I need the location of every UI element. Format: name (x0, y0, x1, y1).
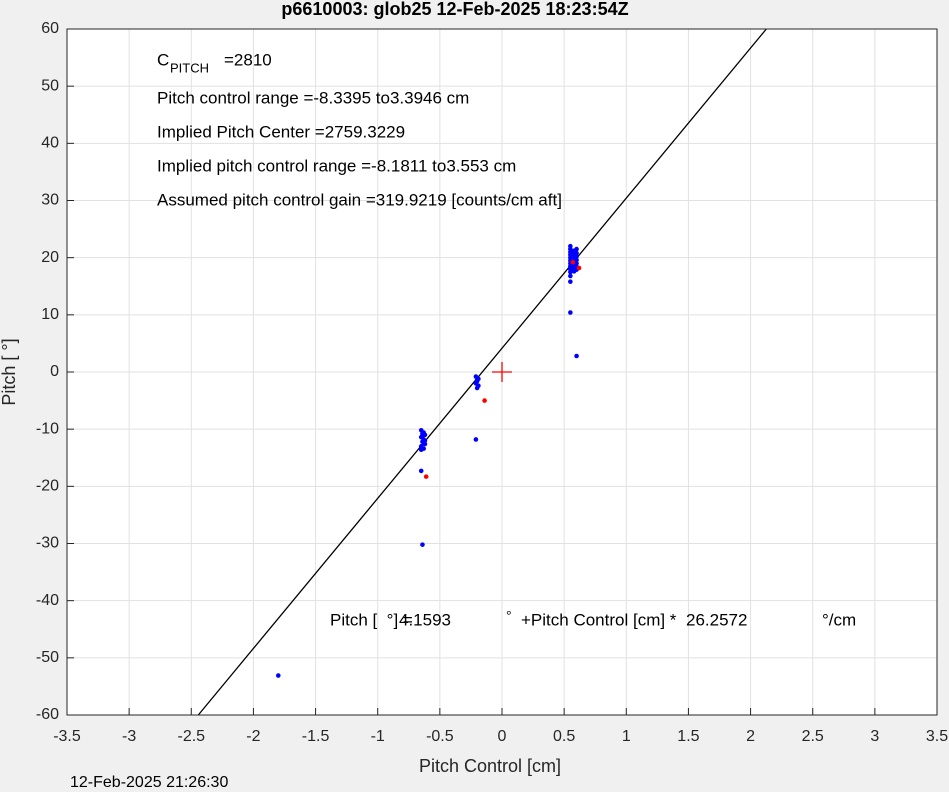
x-tick-label: -1.5 (302, 728, 330, 745)
y-tick-label: 30 (41, 192, 59, 209)
c-value: =2810 (224, 50, 272, 69)
data-point (568, 269, 573, 275)
data-point (474, 385, 480, 391)
x-tick-label: 2.5 (802, 728, 824, 745)
data-point (574, 254, 579, 259)
c-subscript: PITCH (170, 60, 209, 75)
x-tick-label: -0.5 (426, 728, 454, 745)
fit-text: Pitch [ °] = (330, 610, 413, 629)
x-tick-label: 0 (498, 728, 507, 745)
data-point (420, 433, 425, 439)
x-tick-label: 1.5 (677, 728, 699, 745)
data-point (574, 257, 579, 263)
footer-date: 12-Feb-2025 21:26:30 (70, 774, 228, 791)
annotations: C PITCH =2810 Pitch control range =-8.33… (157, 50, 856, 629)
data-point (574, 261, 579, 266)
center-marker (492, 362, 512, 382)
y-tick-label: -40 (36, 592, 59, 609)
data-point (482, 398, 487, 403)
c-symbol: C (157, 50, 169, 69)
annotation-line: Implied pitch control range =-8.1811 to3… (157, 156, 516, 175)
x-tick-label: -1 (371, 728, 385, 745)
y-tick-label: 60 (41, 20, 59, 37)
data-point (576, 265, 582, 271)
x-tick-label: 0.5 (553, 728, 575, 745)
y-tick-label: 50 (41, 77, 59, 94)
y-tick-label: -20 (36, 478, 59, 495)
chart-title: p6610003: glob25 12-Feb-2025 18:23:54Z (281, 0, 628, 19)
data-point (574, 246, 579, 252)
x-axis-label: Pitch Control [cm] (419, 756, 561, 776)
data-point (418, 447, 424, 453)
data-point (422, 438, 428, 443)
x-tick-label: -2 (246, 728, 260, 745)
annotation-line: Implied Pitch Center =2759.3229 (157, 122, 405, 141)
y-tick-label: -30 (36, 535, 59, 552)
x-tick-label: -2.5 (177, 728, 205, 745)
y-tick-label: -10 (36, 420, 59, 437)
fit-slope: 26.2572 (686, 610, 747, 629)
fit-text: ° (506, 608, 512, 624)
data-point (568, 273, 573, 279)
x-tick-label: -3.5 (53, 728, 81, 745)
x-tick-label: 3 (870, 728, 879, 745)
x-tick-label: 3.5 (926, 728, 948, 745)
y-tick-label: 10 (41, 306, 59, 323)
x-tick-label: 1 (622, 728, 631, 745)
data-point (568, 310, 573, 315)
data-point (275, 673, 281, 678)
data-point (570, 259, 576, 265)
data-point (568, 279, 573, 284)
y-tick-label: -50 (36, 649, 59, 666)
y-tick-label: 20 (41, 249, 59, 266)
fit-line (197, 28, 767, 716)
fit-text: °/cm (822, 610, 856, 629)
annotation-line: Assumed pitch control gain =319.9219 [co… (157, 190, 562, 209)
data-point (574, 353, 579, 359)
fit-text: +Pitch Control [cm] * (521, 610, 677, 629)
x-tick-label: -3 (122, 728, 136, 745)
data-point (420, 542, 425, 547)
y-tick-label: -60 (36, 706, 59, 723)
data-point (473, 437, 479, 442)
y-tick-label: 0 (50, 363, 59, 380)
data-point (423, 474, 429, 479)
fit-intercept: 4.1593 (399, 610, 451, 629)
y-axis-label: Pitch [ °] (0, 338, 19, 405)
data-point (574, 250, 579, 256)
x-tick-label: 2 (746, 728, 755, 745)
annotation-line: Pitch control range =-8.3395 to3.3946 cm (157, 88, 469, 107)
data-point (422, 441, 428, 447)
y-tick-label: 40 (41, 135, 59, 152)
data-point (474, 377, 480, 383)
data-point (418, 468, 424, 474)
